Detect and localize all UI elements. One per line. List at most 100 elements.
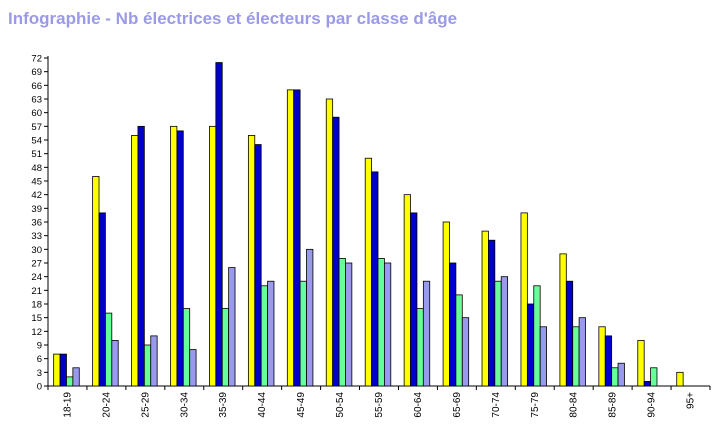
bar xyxy=(72,367,80,387)
chart-labels: 0369121518212427303336394245485154576063… xyxy=(31,54,696,418)
bar xyxy=(403,194,411,387)
bar xyxy=(170,125,178,387)
bar xyxy=(643,381,651,387)
x-tick-label: 30-34 xyxy=(179,392,190,418)
y-tick-label: 54 xyxy=(31,136,42,147)
bar xyxy=(105,312,113,387)
bar xyxy=(572,326,580,387)
x-tick-label: 20-24 xyxy=(101,392,112,418)
bar xyxy=(578,317,586,387)
x-tick-label: 90-94 xyxy=(647,392,658,418)
bar xyxy=(488,239,496,387)
bar xyxy=(215,62,223,387)
y-tick-label: 57 xyxy=(31,122,42,133)
x-tick-label: 45-49 xyxy=(296,392,307,418)
bar xyxy=(267,280,275,387)
bar xyxy=(209,125,217,387)
bar xyxy=(131,135,139,387)
bar xyxy=(494,280,502,387)
bar xyxy=(650,367,658,387)
bar xyxy=(286,89,295,387)
x-tick-label: 70-74 xyxy=(491,392,502,418)
bar xyxy=(338,258,346,387)
y-tick-label: 12 xyxy=(31,327,42,338)
bar xyxy=(92,176,100,387)
bar xyxy=(254,144,262,387)
bar xyxy=(371,171,379,387)
x-tick-label: 60-64 xyxy=(413,392,424,418)
bar xyxy=(377,258,385,387)
bar xyxy=(53,353,61,387)
bar xyxy=(442,221,450,387)
y-tick-label: 24 xyxy=(31,272,42,283)
y-tick-label: 51 xyxy=(31,149,42,160)
x-tick-label: 35-39 xyxy=(218,392,229,418)
bar xyxy=(143,344,152,387)
bar xyxy=(422,280,431,387)
bar xyxy=(526,303,535,387)
bar xyxy=(299,280,307,387)
bar xyxy=(449,262,457,387)
bar xyxy=(332,116,340,387)
y-tick-label: 72 xyxy=(31,54,42,65)
bar xyxy=(66,376,74,387)
y-tick-label: 21 xyxy=(31,286,42,297)
bar xyxy=(481,230,489,387)
y-tick-label: 36 xyxy=(31,218,42,229)
bar xyxy=(416,308,424,387)
bar xyxy=(189,349,197,387)
y-tick-label: 18 xyxy=(31,300,42,311)
chart-title: Infographie - Nb électrices et électeurs… xyxy=(8,9,458,28)
bar xyxy=(520,212,528,387)
bar xyxy=(150,335,158,387)
y-tick-label: 45 xyxy=(31,177,42,188)
y-tick-label: 48 xyxy=(31,163,42,174)
y-tick-label: 9 xyxy=(37,341,42,352)
bar xyxy=(637,340,645,387)
bar xyxy=(604,335,613,387)
y-tick-label: 27 xyxy=(31,259,42,270)
bar xyxy=(676,371,684,387)
bar xyxy=(247,135,256,387)
y-tick-label: 3 xyxy=(37,368,42,379)
bar xyxy=(182,308,191,387)
bar xyxy=(559,253,567,387)
x-tick-label: 25-29 xyxy=(140,392,151,418)
y-tick-label: 63 xyxy=(31,95,42,106)
x-tick-label: 50-54 xyxy=(335,392,346,418)
bar xyxy=(228,267,236,387)
x-tick-label: 85-89 xyxy=(608,392,619,418)
y-tick-label: 42 xyxy=(31,190,42,201)
x-tick-label: 75-79 xyxy=(530,392,541,418)
bar xyxy=(221,308,230,387)
bar xyxy=(565,280,574,387)
bar xyxy=(364,157,373,387)
y-tick-label: 6 xyxy=(37,354,42,365)
bar xyxy=(611,367,619,387)
y-tick-label: 15 xyxy=(31,313,42,324)
bar xyxy=(111,340,119,387)
x-tick-label: 55-59 xyxy=(374,392,385,418)
x-tick-label: 95+ xyxy=(686,392,697,409)
bar xyxy=(345,262,353,387)
bar xyxy=(617,362,625,387)
x-tick-label: 80-84 xyxy=(569,392,580,418)
x-tick-label: 40-44 xyxy=(257,392,268,418)
bar xyxy=(533,285,541,387)
y-tick-label: 0 xyxy=(37,382,42,393)
x-tick-label: 18-19 xyxy=(62,392,73,418)
bar xyxy=(461,317,470,387)
y-tick-label: 69 xyxy=(31,67,42,78)
bar xyxy=(306,248,314,387)
bar xyxy=(539,326,547,387)
bar xyxy=(455,294,463,387)
bar xyxy=(325,98,334,387)
bar xyxy=(176,130,184,387)
bar xyxy=(500,276,509,387)
y-tick-label: 60 xyxy=(31,108,42,119)
bar xyxy=(383,262,392,387)
bar xyxy=(293,89,301,387)
y-tick-label: 66 xyxy=(31,81,42,92)
bar xyxy=(98,212,106,387)
